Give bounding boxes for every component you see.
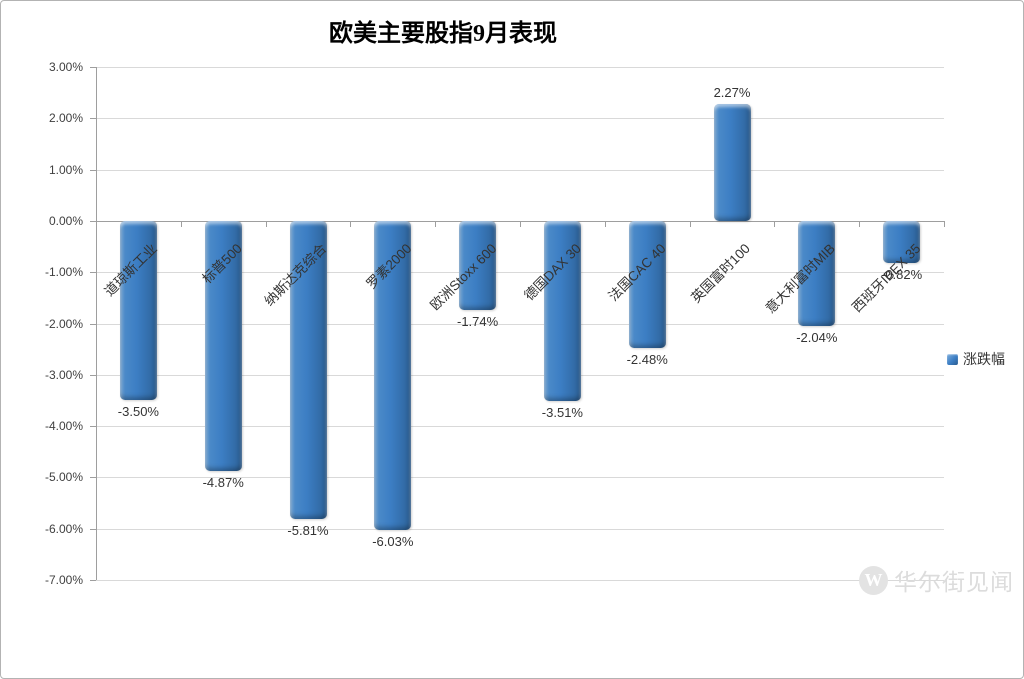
y-axis-line <box>96 67 97 580</box>
y-axis-tick-label: 2.00% <box>48 111 83 126</box>
bar-value-label: -4.87% <box>202 474 244 490</box>
bar-value-label: -1.74% <box>456 314 499 330</box>
gridline <box>96 272 944 274</box>
bar-9 <box>798 220 836 326</box>
bar-4 <box>374 220 412 531</box>
category-axis-tick <box>520 220 521 227</box>
y-axis-tick <box>90 374 96 376</box>
y-axis-tick <box>90 528 96 530</box>
y-axis-tick-label: -7.00% <box>44 573 83 587</box>
y-axis-tick-label: -6.00% <box>44 521 83 536</box>
y-axis-tick-label: -4.00% <box>44 419 83 434</box>
gridline <box>96 477 944 479</box>
category-axis-tick <box>689 220 691 227</box>
bar-6 <box>543 220 581 401</box>
gridline <box>96 580 944 581</box>
gridline <box>96 528 944 530</box>
category-axis-tick <box>350 220 352 227</box>
y-axis-tick <box>90 67 96 68</box>
gridline <box>96 118 944 120</box>
gridline <box>96 323 944 325</box>
legend-label: 涨跌幅 <box>963 351 1005 367</box>
y-axis-tick-label: 3.00% <box>48 60 83 74</box>
gridline <box>96 426 944 428</box>
y-axis-tick <box>90 169 96 171</box>
y-axis-tick <box>90 220 96 222</box>
category-axis-tick <box>859 220 861 227</box>
chart-title: 欧美主要股指9月表现 <box>329 21 557 47</box>
legend-marker-icon <box>947 353 958 365</box>
bar-value-label: 2.27% <box>713 85 751 101</box>
y-axis-tick-label: 1.00% <box>48 162 83 177</box>
category-axis-tick <box>435 220 437 227</box>
gridline <box>96 374 944 376</box>
gridline <box>96 67 944 68</box>
category-axis-tick <box>604 220 606 227</box>
y-axis-tick-label: -5.00% <box>44 470 83 485</box>
bar-value-label: -3.51% <box>541 404 583 420</box>
y-axis-tick-label: 0.00% <box>48 213 83 228</box>
bar-5 <box>459 220 497 311</box>
bar-value-label: -5.81% <box>287 522 329 538</box>
y-axis-tick-label: -3.00% <box>44 367 83 382</box>
bar-3 <box>289 220 327 519</box>
bar-7 <box>628 220 666 349</box>
watermark: W 华尔街见闻 <box>859 563 1014 597</box>
y-axis-tick <box>90 323 96 325</box>
y-axis-tick <box>90 118 96 120</box>
bar-value-label: -3.50% <box>117 404 159 420</box>
y-axis-tick <box>90 477 96 479</box>
y-axis-tick-label: -1.00% <box>44 265 83 280</box>
bar-8 <box>713 104 751 221</box>
category-axis-tick <box>180 220 182 227</box>
bar-1 <box>119 220 157 401</box>
y-axis-tick <box>90 426 96 428</box>
category-axis-tick <box>774 220 776 227</box>
watermark-text: 华尔街见闻 <box>894 569 1014 595</box>
watermark-logo-icon: W <box>859 565 888 595</box>
bar-2 <box>204 220 242 471</box>
bar-value-label: -2.48% <box>626 352 668 368</box>
y-axis-tick <box>90 580 96 581</box>
gridline <box>96 169 944 171</box>
y-axis-tick-label: -2.00% <box>44 316 83 331</box>
bar-value-label: -6.03% <box>372 534 414 550</box>
bar-10 <box>883 220 921 263</box>
bar-value-label: -2.04% <box>796 329 838 345</box>
legend: 涨跌幅 <box>947 349 1005 369</box>
category-axis-tick <box>265 220 267 227</box>
category-axis-tick <box>96 220 97 227</box>
y-axis-tick <box>90 272 96 274</box>
bar-value-label: -0.82% <box>880 266 923 282</box>
category-axis-tick <box>944 220 945 227</box>
